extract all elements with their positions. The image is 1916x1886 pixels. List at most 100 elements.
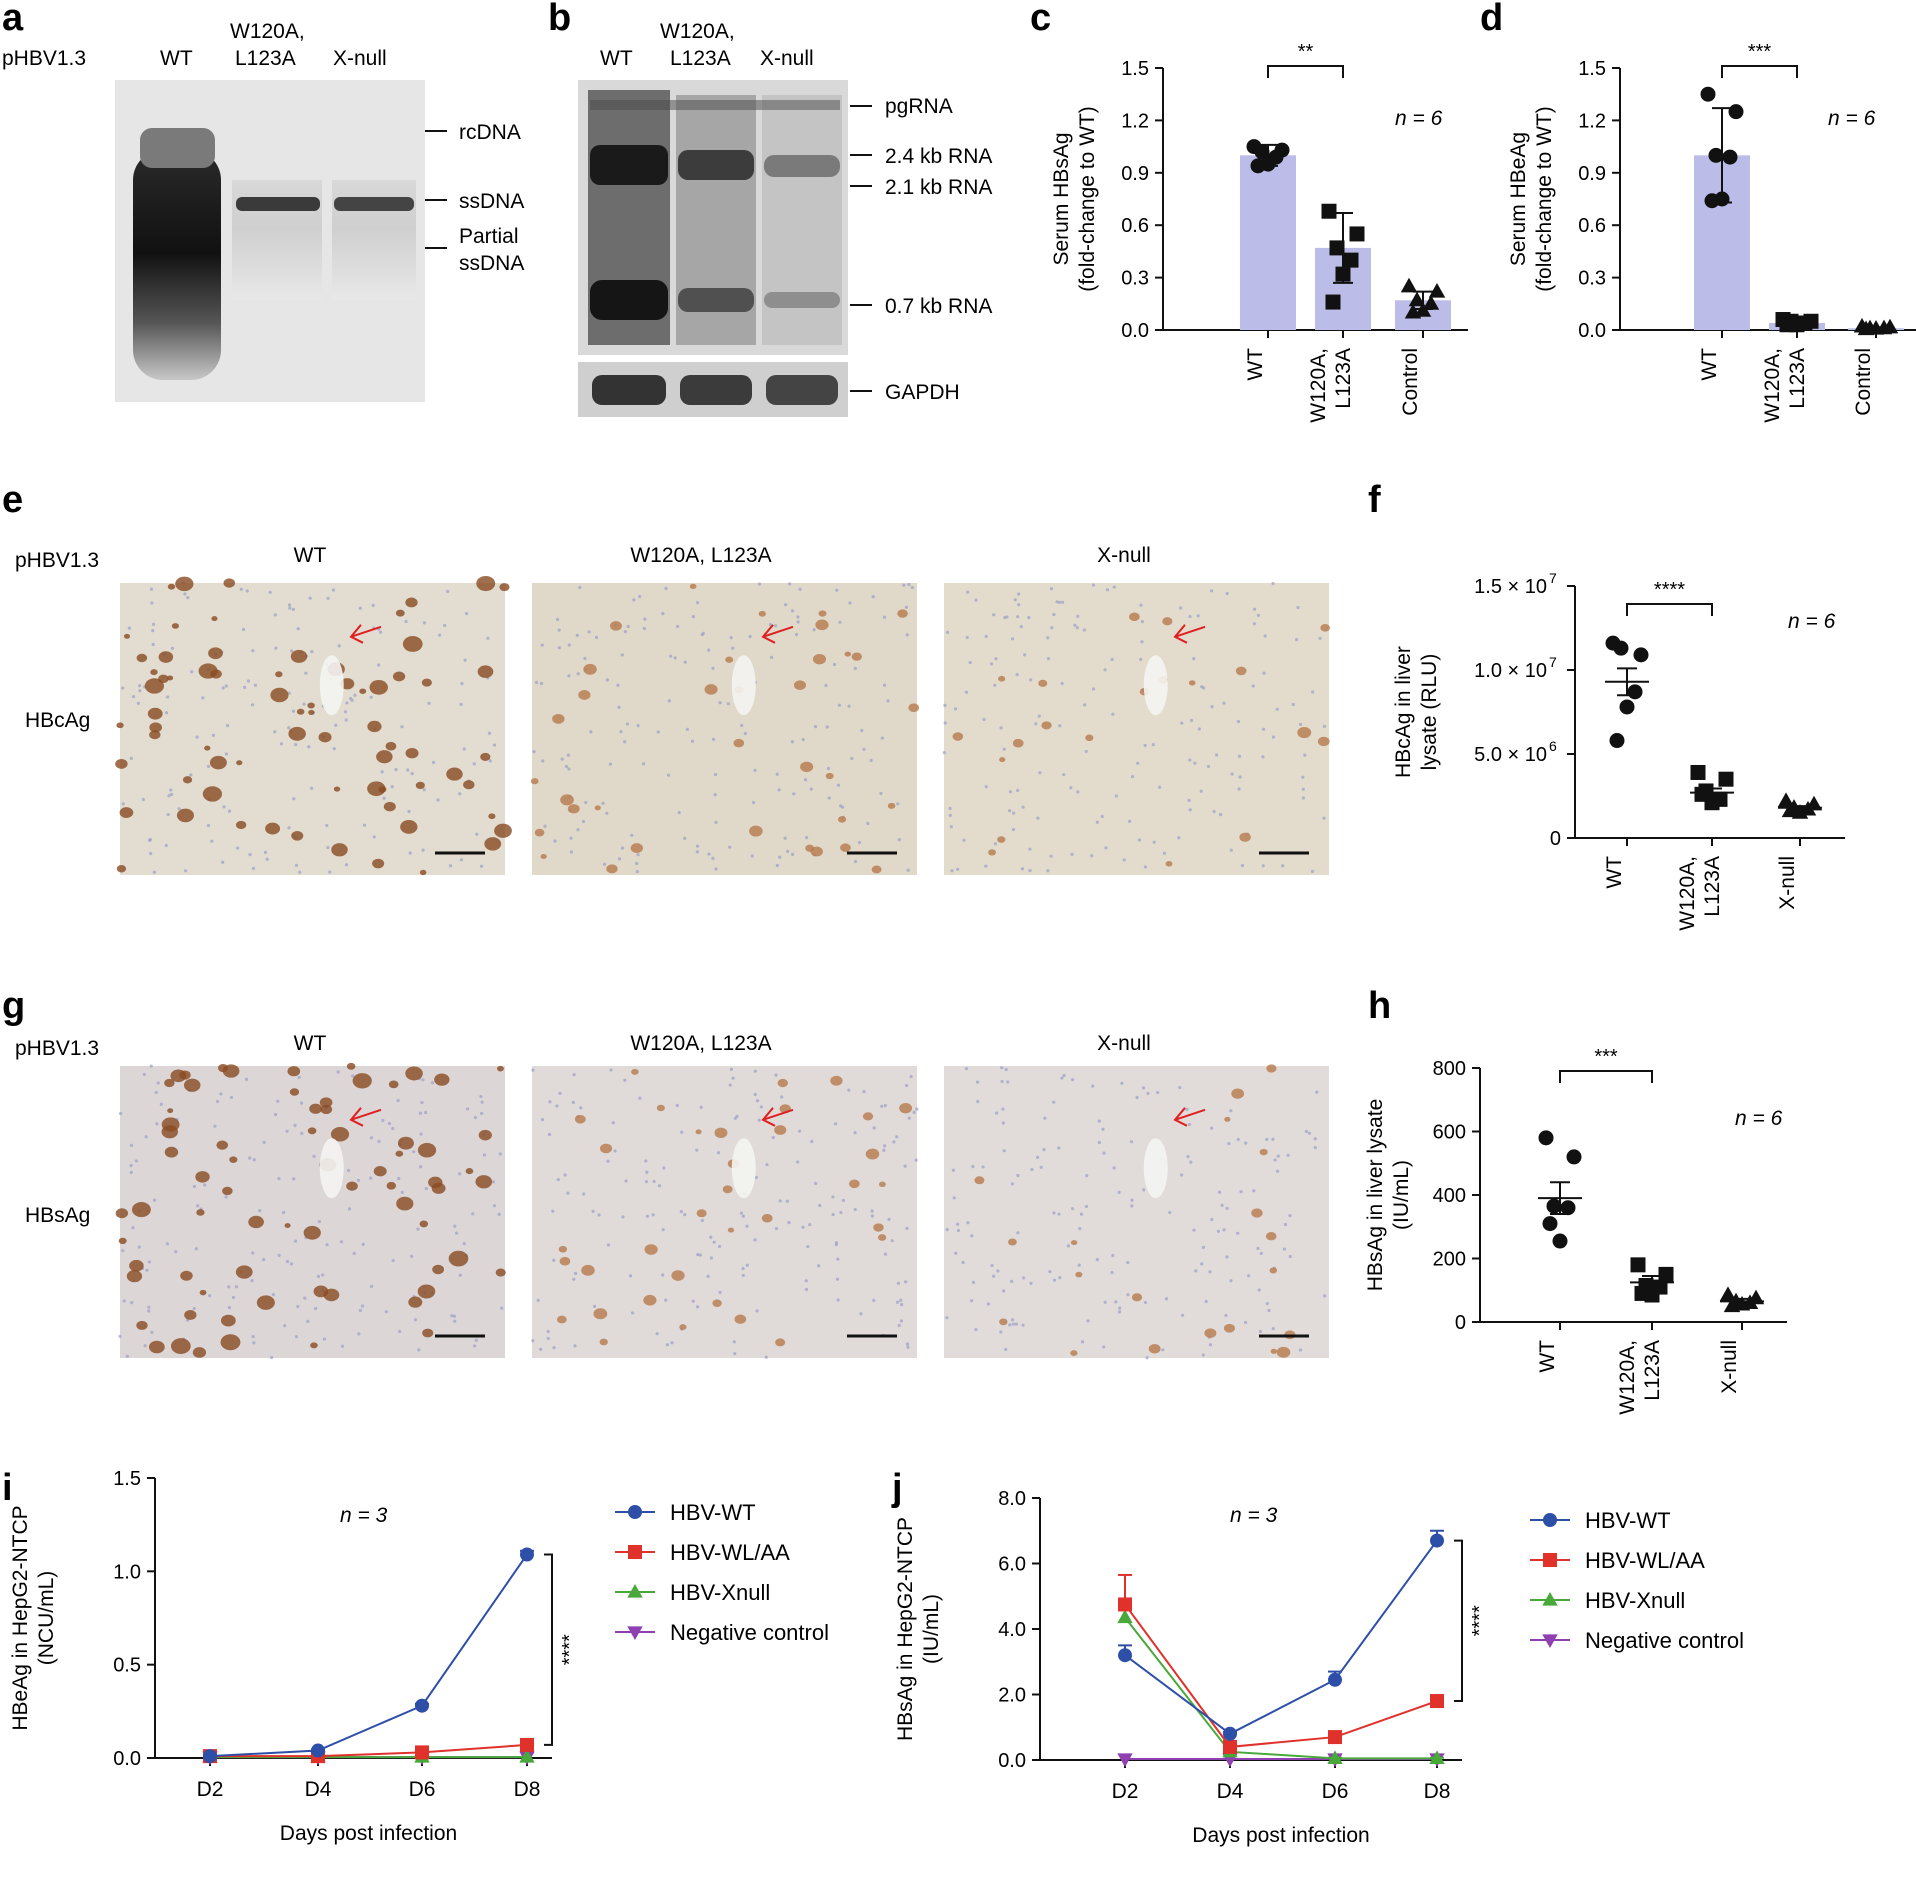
nucleus-dot	[774, 1227, 779, 1231]
stained-cell	[1148, 1344, 1161, 1354]
nucleus-dot	[838, 620, 842, 624]
blot-a-lane-wt	[133, 150, 221, 380]
nucleus-dot	[695, 850, 699, 854]
nucleus-dot	[840, 805, 845, 809]
legend-label: HBV-WL/AA	[670, 1540, 790, 1565]
nucleus-dot	[796, 1160, 800, 1164]
nucleus-dot	[716, 1151, 721, 1155]
nucleus-dot	[713, 793, 717, 797]
stained-cell	[376, 750, 393, 764]
stained-cell	[270, 687, 289, 703]
nucleus-dot	[943, 703, 947, 708]
panel-letter-j: j	[891, 1467, 903, 1509]
nucleus-dot	[487, 731, 492, 735]
nucleus-dot	[1052, 612, 1056, 617]
stained-cell	[383, 801, 396, 812]
band-b-2.4-mut	[678, 150, 754, 180]
data-point	[1321, 203, 1337, 219]
nucleus-dot	[636, 853, 640, 857]
nucleus-dot	[1010, 1182, 1015, 1186]
panel-letter-g: g	[2, 985, 25, 1027]
nucleus-dot	[1275, 707, 1279, 711]
stained-cell	[346, 1181, 358, 1191]
nucleus-dot	[966, 1221, 970, 1225]
x-category-label: Control	[1852, 348, 1875, 416]
data-point	[203, 1749, 217, 1764]
nucleus-dot	[294, 863, 299, 867]
nucleus-dot	[543, 824, 547, 828]
data-point	[1328, 1730, 1342, 1745]
nucleus-dot	[1236, 1137, 1240, 1142]
nucleus-dot	[857, 840, 862, 845]
stained-cell	[593, 1308, 608, 1320]
nucleus-dot	[1135, 1095, 1139, 1100]
lane-label-wt-b: WT	[600, 47, 633, 70]
nucleus-dot	[1236, 720, 1241, 724]
stained-cell	[129, 1259, 144, 1272]
nucleus-dot	[798, 587, 802, 591]
data-point	[1429, 1750, 1445, 1764]
nucleus-dot	[583, 656, 587, 661]
series-line	[209, 1553, 528, 1758]
stained-cell	[136, 653, 148, 663]
stained-cell	[749, 825, 763, 837]
stained-cell	[1320, 623, 1330, 632]
nucleus-dot	[1271, 1327, 1275, 1331]
nucleus-dot	[1019, 625, 1023, 629]
nucleus-dot	[189, 773, 193, 777]
nucleus-dot	[677, 811, 681, 815]
nucleus-dot	[206, 823, 211, 828]
nucleus-dot	[757, 582, 762, 586]
stained-cell	[1162, 617, 1173, 626]
y-tick-label: 1.2	[1578, 110, 1606, 132]
nucleus-dot	[371, 603, 375, 607]
y-tick-label: 6.0	[998, 1554, 1026, 1576]
nucleus-dot	[1070, 852, 1074, 856]
nucleus-dot	[1023, 653, 1027, 657]
column-label-e-xnull: X-null	[1097, 544, 1151, 567]
nucleus-dot	[676, 624, 680, 629]
nucleus-dot	[1322, 816, 1326, 820]
x-category-label: W120A,	[1761, 348, 1784, 423]
nucleus-dot	[183, 869, 188, 873]
nucleus-dot	[1085, 1173, 1089, 1178]
nucleus-dot	[343, 710, 348, 714]
nucleus-dot	[1104, 846, 1108, 850]
legend-marker	[1543, 1513, 1557, 1527]
nucleus-dot	[452, 1314, 457, 1318]
nucleus-dot	[1210, 1217, 1214, 1222]
nucleus-dot	[1236, 1231, 1240, 1235]
nucleus-dot	[804, 1279, 808, 1283]
nucleus-dot	[1029, 1281, 1033, 1285]
nucleus-dot	[576, 828, 580, 832]
nucleus-dot	[880, 1104, 884, 1108]
nucleus-dot	[196, 1204, 200, 1208]
legend-label: HBV-WL/AA	[1585, 1548, 1705, 1573]
nucleus-dot	[780, 1095, 784, 1099]
nucleus-dot	[142, 1072, 146, 1077]
data-point	[1633, 647, 1649, 663]
nucleus-dot	[498, 1152, 502, 1156]
nucleus-dot	[263, 850, 268, 854]
nucleus-dot	[755, 1309, 759, 1313]
stained-cell	[775, 1338, 786, 1347]
nucleus-dot	[1076, 614, 1080, 618]
nucleus-dot	[396, 1099, 400, 1103]
nucleus-dot	[567, 674, 571, 678]
nucleus-dot	[1185, 1107, 1189, 1111]
stained-cell	[1008, 1238, 1017, 1246]
nucleus-dot	[304, 671, 308, 675]
column-label-e-wt: WT	[294, 544, 327, 567]
nucleus-dot	[1037, 714, 1041, 718]
nucleus-dot	[569, 850, 573, 854]
lane-label-w120a-a: W120A,	[230, 20, 305, 43]
nucleus-dot	[486, 636, 490, 640]
nucleus-dot	[1011, 1318, 1015, 1322]
vessel-lumen	[1143, 1138, 1168, 1199]
stained-cell	[310, 1342, 318, 1349]
nucleus-dot	[127, 626, 131, 630]
panel-letter-d: d	[1480, 0, 1503, 39]
x-axis-label: Days post infection	[280, 1822, 457, 1845]
nucleus-dot	[853, 666, 857, 670]
